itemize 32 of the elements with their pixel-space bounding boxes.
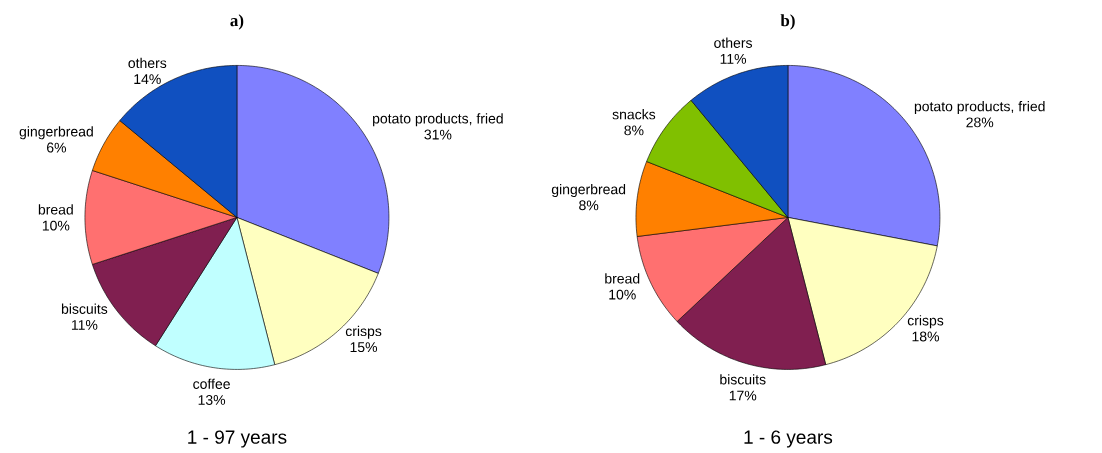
data-label: 6% (47, 142, 67, 153)
chart-title: b) (780, 14, 795, 30)
data-label: 18% (912, 331, 940, 342)
data-label: 14% (134, 74, 161, 84)
data-label: 11% (720, 54, 747, 64)
slice-label: biscuits (720, 374, 766, 385)
text: 1 - 97 years (188, 430, 287, 448)
slice-label: gingerbread (19, 126, 93, 140)
slice-label: crisps (907, 315, 944, 329)
chart-title: a) (230, 14, 244, 30)
data-label: 8% (579, 200, 599, 211)
slice-label: biscuits (61, 303, 108, 314)
slice-label: others (714, 37, 752, 48)
data-label: 10% (609, 289, 636, 300)
slice-label: snacks (612, 109, 656, 120)
data-label: 15% (350, 342, 378, 353)
slice-label: coffee (193, 378, 230, 389)
slice-label: potato products, fried (914, 101, 1045, 115)
data-label: 11% (71, 320, 98, 330)
slice-label: gingerbread (551, 183, 626, 198)
data-label: 17% (729, 390, 757, 401)
text: 1 - 6 years (744, 430, 833, 448)
data-label: 10% (42, 220, 70, 231)
slice-label: bread (605, 273, 640, 284)
slice-label: others (128, 57, 167, 69)
slice-label: crisps (345, 325, 382, 339)
slice-label: potato products, fried (373, 113, 503, 127)
data-label: 31% (424, 129, 452, 140)
data-label: 13% (198, 394, 226, 405)
slice-label: bread (38, 204, 73, 215)
data-label: 8% (624, 125, 644, 136)
data-label: 28% (966, 117, 994, 128)
